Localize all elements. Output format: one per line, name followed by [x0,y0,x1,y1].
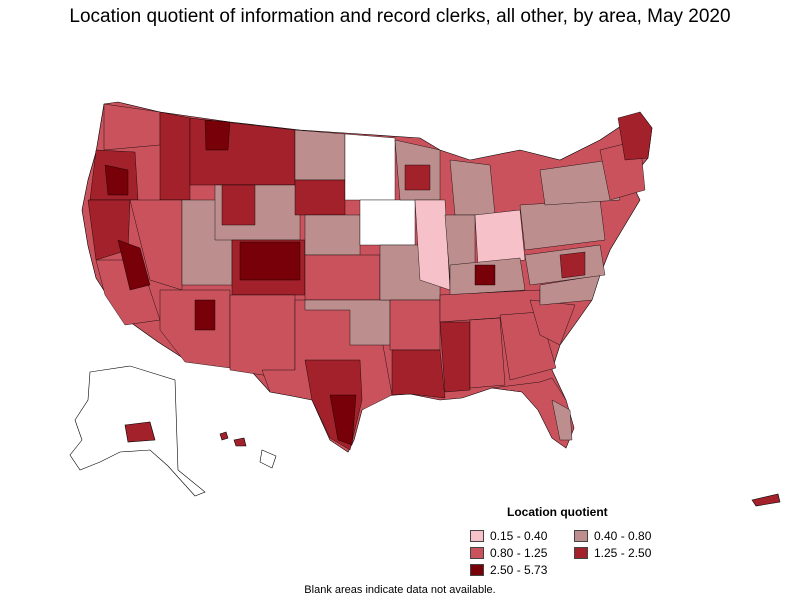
legend-item: 0.80 - 1.25 [470,546,574,560]
region-south-carolina [529,299,576,346]
region-michigan [449,159,496,216]
legend-item: 0.15 - 0.40 [470,529,574,543]
legend-label: 2.50 - 5.73 [490,563,548,577]
region-kansas [304,254,381,301]
legend-swatch [574,547,588,559]
footnote: Blank areas indicate data not available. [304,584,496,596]
region-ohio [474,209,526,266]
region-new-mexico [229,294,296,381]
region-florida-south [551,399,573,441]
hawaii-island-3 [259,449,277,469]
alaska [69,365,206,497]
region-maine [617,111,653,161]
region-colorado-hi [239,241,301,281]
region-arkansas [389,299,441,351]
legend-item: 0.40 - 0.80 [574,529,684,543]
region-nebraska [304,214,361,256]
legend-swatch [574,530,588,542]
puerto-rico-outline [751,493,781,507]
legend-swatch [470,547,484,559]
region-california-hi [117,239,151,291]
hawaii-island-1 [219,431,229,441]
region-wisconsin-hi [404,164,431,191]
alaska-region [124,421,156,443]
region-kentucky-hi [474,264,496,286]
region-louisiana [391,349,446,399]
legend-title: Location quotient [507,505,608,519]
region-oregon-hi [104,164,129,196]
legend-item: 2.50 - 5.73 [470,563,574,577]
region-idaho [159,111,191,201]
legend-label: 1.25 - 2.50 [594,546,652,560]
puerto-rico [751,493,781,507]
region-minnesota [344,133,396,201]
legend-label: 0.80 - 1.25 [490,546,548,560]
hawaii [219,431,277,469]
region-south-dakota [294,179,346,216]
region-washington [103,103,161,151]
region-wyoming-hi [221,184,256,226]
region-mississippi [439,321,471,393]
region-virginia-hi [559,251,586,279]
legend-label: 0.40 - 0.80 [594,529,652,543]
legend-swatch [470,564,484,576]
legend-item: 1.25 - 2.50 [574,546,684,560]
legend-label: 0.15 - 0.40 [490,529,548,543]
region-illinois [414,199,451,291]
region-north-dakota [294,129,346,181]
map-title: Location quotient of information and rec… [69,6,731,27]
region-alabama [469,317,506,389]
region-patches [87,103,653,453]
legend-grid: 0.15 - 0.40 0.40 - 0.80 0.80 - 1.25 1.25… [470,529,690,577]
region-new-york [539,159,621,206]
hawaii-island-2 [233,437,247,447]
region-arizona-hi [194,299,216,331]
region-texas-hi2 [329,394,357,446]
legend-swatch [470,530,484,542]
legend: Location quotient 0.15 - 0.40 0.40 - 0.8… [470,505,690,577]
region-iowa [359,199,416,246]
region-montana-hi [204,119,231,151]
